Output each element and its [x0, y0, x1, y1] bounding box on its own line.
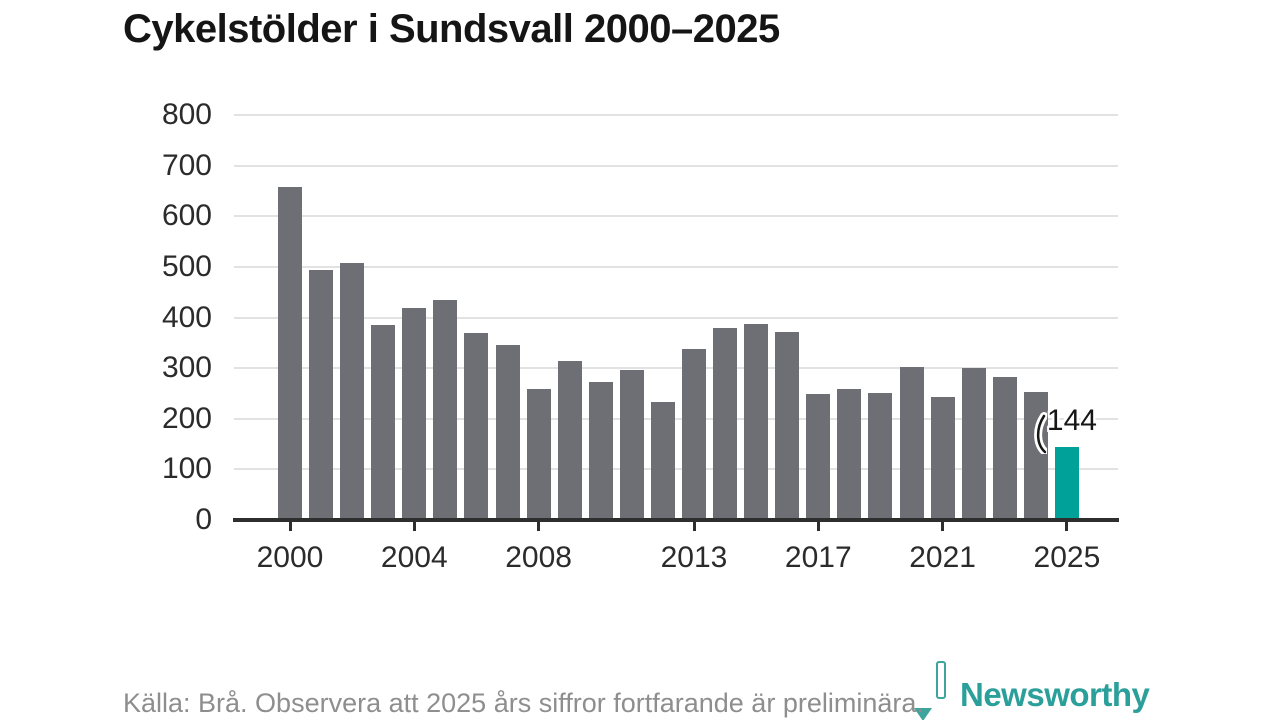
bar-2019: [868, 392, 893, 520]
logo-bar-shape: [927, 676, 934, 701]
x-axis: 2000 2004 2008 2013 2017 2021 2025: [234, 540, 1118, 580]
x-tick-2021: [941, 521, 945, 531]
bar-2021: [930, 397, 955, 520]
gridline-y-600: [234, 215, 1118, 218]
annotation-value-label: 144: [1046, 404, 1097, 438]
x-tick-label-2004: 2004: [380, 541, 448, 574]
bar-2013: [682, 348, 706, 520]
bar-2017: [806, 394, 831, 520]
bar-2018: [837, 388, 862, 520]
logo-bar-shape: [936, 661, 946, 699]
bar-2025: [1054, 447, 1079, 520]
bar-2009: [557, 360, 582, 520]
source-note: Källa: Brå. Observera att 2025 års siffr…: [123, 688, 924, 718]
y-axis: 0 100 200 300 400 500 600 700 800: [100, 98, 212, 536]
bar-2023: [992, 376, 1017, 520]
logo-bar-shape: [907, 690, 914, 701]
y-tick-label: 300: [161, 351, 212, 385]
chart-title: Cykelstölder i Sundsvall 2000–2025: [123, 7, 780, 51]
bar-2007: [495, 344, 520, 520]
bar-2000: [278, 186, 302, 520]
gridline-y-800: [234, 114, 1118, 116]
bar-2022: [961, 367, 986, 520]
x-tick-label-2017: 2017: [784, 541, 852, 574]
bar-2020: [899, 366, 924, 520]
logo-pointer-shape: [914, 708, 932, 720]
logo-wordmark: Newsworthy: [960, 676, 1150, 713]
y-tick-label: 600: [161, 199, 212, 233]
gridline-y-700: [234, 164, 1118, 167]
bar-2004: [402, 307, 427, 520]
y-tick-label: 100: [161, 452, 212, 486]
y-tick-label: 400: [161, 300, 212, 334]
bar-2015: [744, 324, 769, 520]
y-tick-label: 500: [161, 249, 212, 283]
x-tick-label-2021: 2021: [909, 541, 976, 574]
y-tick-label: 800: [161, 98, 212, 131]
newsworthy-bubble-barchart-icon: [898, 660, 954, 720]
gridline-y-400: [234, 316, 1118, 319]
bar-2012: [650, 401, 675, 520]
highlight-value-annotation: 144: [1033, 404, 1097, 455]
x-tick-2000: [288, 521, 292, 531]
newsworthy-logo: Newsworthy: [898, 660, 1150, 720]
bar-2008: [526, 388, 551, 520]
bar-2005: [433, 300, 458, 520]
x-tick-label-2025: 2025: [1033, 541, 1101, 574]
x-tick-label-2000: 2000: [256, 541, 324, 574]
annotation-leader-line: [1034, 412, 1047, 455]
x-tick-label-2013: 2013: [660, 541, 728, 574]
logo-bar-shape: [917, 684, 924, 701]
bar-2002: [340, 263, 365, 520]
y-tick-label: 700: [161, 148, 212, 182]
y-tick-label: 0: [195, 503, 212, 536]
bar-2001: [309, 269, 334, 520]
x-tick-2004: [412, 521, 416, 531]
bar-2010: [588, 381, 613, 520]
gridline-y-100: [234, 468, 1118, 471]
x-tick-2013: [692, 521, 696, 531]
plot-area: 144: [234, 114, 1118, 520]
x-tick-2017: [816, 521, 820, 531]
gridline-y-200: [234, 417, 1118, 420]
gridline-y-500: [234, 265, 1118, 268]
x-tick-label-2008: 2008: [505, 541, 572, 574]
bar-2006: [464, 333, 489, 520]
x-tick-2025: [1065, 521, 1069, 531]
bar-2016: [775, 332, 800, 520]
x-axis-line: [233, 518, 1119, 522]
x-tick-2008: [537, 521, 541, 531]
bar-2011: [619, 370, 644, 520]
bar-2003: [371, 325, 396, 520]
y-tick-label: 200: [161, 401, 212, 435]
gridline-y-300: [234, 367, 1118, 370]
bar-2014: [713, 327, 738, 520]
